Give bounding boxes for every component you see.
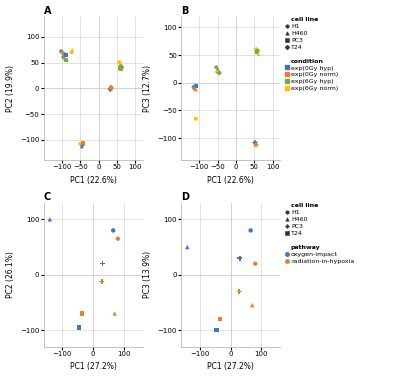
Point	[115, 236, 121, 242]
Point	[213, 64, 220, 70]
Text: D: D	[181, 192, 189, 202]
Legend: cell line, H1, H460, PC3, T24,  , condition, exp(0Gy hyp), exp(0Gy norm), exp(6G: cell line, H1, H460, PC3, T24, , conditi…	[284, 17, 338, 91]
Point	[98, 278, 105, 284]
Point	[117, 62, 123, 68]
Point	[214, 327, 220, 333]
Point	[249, 302, 255, 308]
Point	[58, 48, 64, 54]
Point	[236, 288, 242, 294]
Point	[118, 63, 124, 69]
Point	[216, 70, 222, 76]
Point	[214, 67, 220, 74]
Text: B: B	[181, 6, 188, 15]
Point	[69, 47, 76, 53]
Point	[253, 142, 259, 148]
Point	[216, 316, 223, 322]
Point	[108, 85, 115, 91]
Point	[254, 49, 260, 55]
Point	[118, 66, 124, 72]
Point	[60, 54, 67, 60]
Point	[79, 142, 86, 148]
Point	[78, 143, 85, 149]
Point	[252, 261, 258, 267]
Point	[192, 82, 198, 88]
Point	[80, 140, 86, 146]
Point	[214, 66, 221, 72]
Point	[193, 83, 200, 89]
Point	[254, 48, 261, 54]
Point	[191, 85, 198, 91]
Y-axis label: PC3 (12.7%): PC3 (12.7%)	[143, 65, 152, 112]
X-axis label: PC1 (27.2%): PC1 (27.2%)	[207, 362, 254, 371]
Point	[184, 244, 190, 250]
Point	[59, 49, 65, 55]
Point	[190, 84, 197, 90]
Point	[107, 86, 114, 92]
Point	[68, 49, 75, 55]
Point	[116, 60, 123, 66]
Point	[76, 324, 82, 330]
Point	[248, 227, 254, 233]
Point	[77, 141, 84, 147]
Point	[62, 52, 69, 58]
Point	[47, 216, 53, 222]
Point	[60, 53, 66, 59]
Point	[192, 86, 199, 92]
Point	[63, 57, 70, 63]
Point	[108, 84, 114, 90]
Point	[215, 69, 222, 75]
Text: A: A	[44, 6, 51, 15]
Point	[237, 255, 243, 261]
Point	[255, 51, 262, 57]
Point	[112, 311, 118, 317]
Point	[118, 64, 125, 70]
Point	[62, 55, 68, 61]
Point	[117, 65, 124, 71]
X-axis label: PC1 (22.6%): PC1 (22.6%)	[70, 176, 116, 185]
Y-axis label: PC2 (19.9%): PC2 (19.9%)	[6, 65, 14, 112]
Point	[61, 51, 67, 57]
Point	[110, 227, 116, 233]
X-axis label: PC1 (27.2%): PC1 (27.2%)	[70, 362, 116, 371]
Point	[253, 46, 259, 52]
Point	[99, 261, 106, 267]
Text: C: C	[44, 192, 51, 202]
Y-axis label: PC2 (26.1%): PC2 (26.1%)	[6, 251, 14, 298]
X-axis label: PC1 (22.6%): PC1 (22.6%)	[207, 176, 254, 185]
Legend: cell line, H1, H460, PC3, T24,  , pathway, oxygen-impact, radiation-in-hypoxia: cell line, H1, H460, PC3, T24, , pathway…	[284, 203, 354, 264]
Point	[252, 139, 258, 146]
Y-axis label: PC3 (13.9%): PC3 (13.9%)	[143, 251, 152, 298]
Point	[192, 116, 199, 122]
Point	[79, 311, 86, 317]
